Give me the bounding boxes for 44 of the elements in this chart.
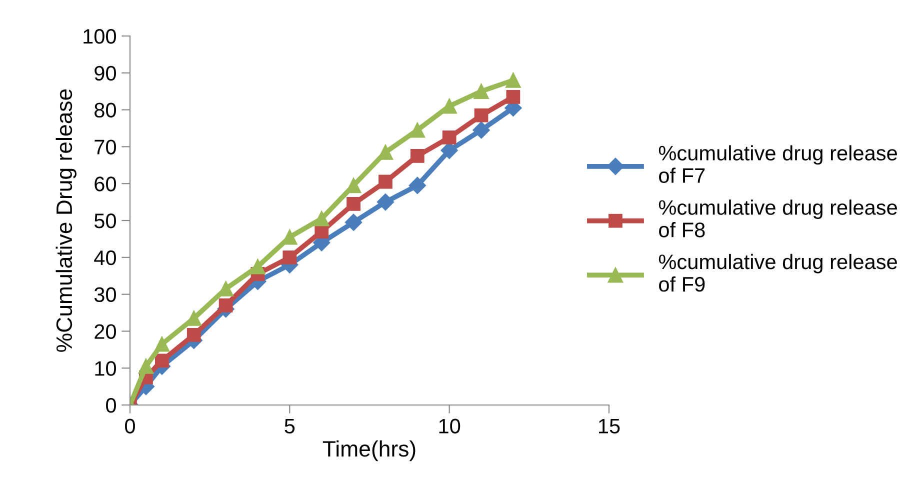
- y-tick-label: 100: [84, 29, 116, 44]
- y-tick-label: 70: [94, 140, 116, 154]
- x-tick-label: 10: [439, 418, 460, 434]
- y-axis-title: %Cumulative Drug release: [56, 89, 76, 352]
- point: [154, 354, 169, 368]
- point: [442, 130, 456, 144]
- point: [376, 194, 394, 211]
- point: [410, 122, 426, 138]
- y-tick-label: 80: [94, 102, 116, 118]
- point: [282, 250, 297, 264]
- point: [186, 310, 202, 326]
- point: [250, 258, 266, 274]
- y-tick-label: 0: [106, 398, 116, 413]
- point: [218, 298, 233, 312]
- y-tick-label: 20: [94, 324, 116, 339]
- point: [410, 148, 424, 163]
- y-tick-label: 50: [94, 214, 116, 228]
- point: [378, 174, 392, 189]
- y-tick-label: 30: [94, 287, 116, 302]
- point: [378, 144, 394, 160]
- x-tick-label: 15: [599, 418, 620, 434]
- point: [186, 328, 201, 342]
- point: [138, 358, 154, 374]
- point: [408, 176, 426, 194]
- y-tick-label: 10: [95, 361, 116, 376]
- point: [506, 72, 521, 88]
- point: [474, 84, 489, 99]
- legend-label: %cumulative drug release of F9: [658, 254, 897, 292]
- point: [154, 336, 170, 352]
- y-tick-label: 40: [94, 250, 116, 266]
- x-tick-label: 5: [284, 418, 295, 434]
- point: [346, 196, 360, 211]
- x-tick-label: 0: [125, 418, 135, 434]
- point: [506, 90, 520, 104]
- point: [314, 211, 330, 226]
- y-tick-label: 60: [94, 176, 116, 192]
- legend-label: %cumulative drug release of F7: [658, 145, 897, 183]
- x-axis-title: Time(hrs): [322, 440, 416, 462]
- y-tick-label: 90: [94, 66, 116, 81]
- point: [472, 122, 490, 139]
- point: [474, 108, 488, 122]
- point: [442, 98, 457, 114]
- point: [344, 214, 362, 231]
- legend-label: %cumulative drug release of F8: [658, 200, 897, 238]
